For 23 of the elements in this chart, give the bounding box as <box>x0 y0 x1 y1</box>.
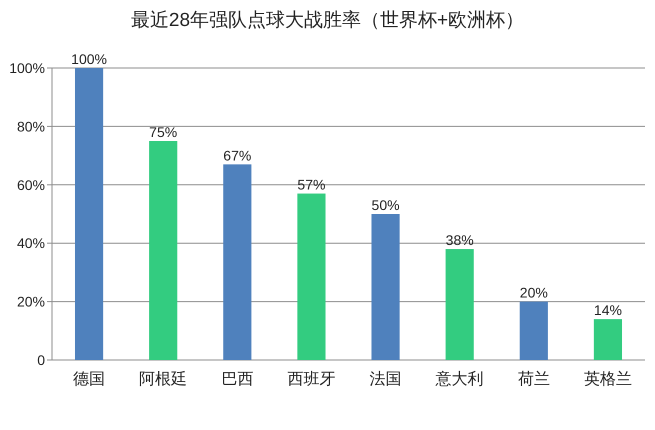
title: 最近28年强队点球大战胜率（世界杯+欧洲杯） <box>130 10 524 31</box>
y-tick-label: 0 <box>37 352 46 368</box>
x-tick-label: 巴西 <box>221 371 254 388</box>
x-tick-label: 荷兰 <box>518 370 550 388</box>
x-tick-label: 意大利 <box>434 370 484 388</box>
data-label: 100% <box>71 51 107 67</box>
y-tick-label: 40% <box>16 235 45 252</box>
x-tick-label: 西班牙 <box>287 370 336 388</box>
y-tick-label: 80% <box>16 118 45 134</box>
data-label: 20% <box>520 284 548 301</box>
y-tick-label: 20% <box>16 294 45 310</box>
x-tick-label: 阿根廷 <box>139 370 188 388</box>
x-tick-label: 法国 <box>370 370 402 388</box>
data-label: 57% <box>297 176 326 193</box>
data-label: 14% <box>594 302 622 318</box>
data-label: 75% <box>149 124 178 140</box>
x-tick-label: 德国 <box>73 371 106 388</box>
data-label: 50% <box>372 197 400 213</box>
data-label: 38% <box>446 232 474 248</box>
data-label: 67% <box>223 147 252 164</box>
y-tick-label: 60% <box>16 176 45 193</box>
y-tick-label: 100% <box>9 60 45 76</box>
x-tick-label: 英格兰 <box>584 370 632 388</box>
